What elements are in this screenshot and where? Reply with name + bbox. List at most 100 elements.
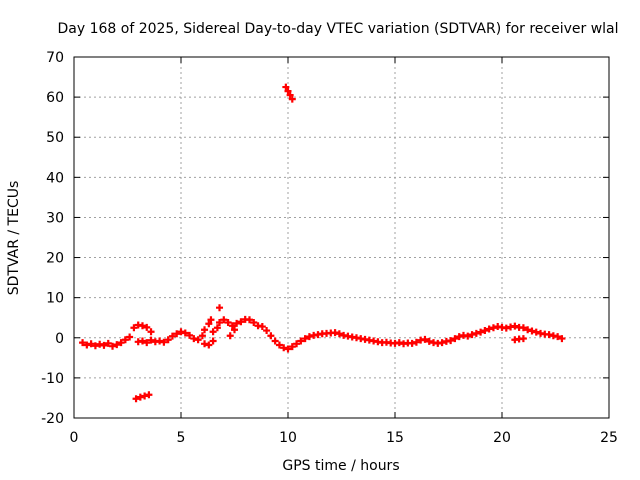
- data-point: [502, 324, 510, 332]
- data-point: [91, 342, 99, 350]
- data-point: [288, 95, 296, 103]
- data-point: [130, 324, 138, 332]
- data-point: [545, 331, 553, 339]
- data-point: [335, 330, 343, 338]
- x-tick-label: 15: [386, 430, 404, 446]
- data-point: [143, 339, 151, 347]
- y-tick-label: 0: [55, 331, 64, 347]
- data-point: [198, 332, 206, 340]
- data-point: [216, 304, 224, 312]
- data-point: [147, 336, 155, 344]
- data-point: [489, 324, 497, 332]
- data-point: [113, 341, 121, 349]
- data-point: [147, 328, 155, 336]
- data-point: [558, 335, 566, 343]
- data-point: [109, 342, 117, 350]
- data-point: [233, 319, 241, 327]
- data-point: [280, 344, 288, 352]
- data-point: [511, 322, 519, 330]
- y-tick-label: 20: [46, 251, 64, 267]
- data-point: [173, 330, 181, 338]
- data-point: [271, 337, 279, 345]
- data-point: [87, 340, 95, 348]
- data-point: [282, 83, 290, 91]
- y-tick-label: 60: [46, 90, 64, 106]
- data-point: [258, 323, 266, 331]
- data-point: [250, 319, 258, 327]
- data-point: [160, 338, 168, 346]
- data-point: [207, 316, 215, 324]
- data-point: [216, 319, 224, 327]
- data-point: [275, 341, 283, 349]
- data-point: [528, 327, 536, 335]
- data-point: [186, 331, 194, 339]
- data-point: [145, 391, 153, 399]
- data-point: [284, 87, 292, 95]
- data-point: [226, 332, 234, 340]
- data-point: [132, 395, 140, 403]
- data-point: [464, 332, 472, 340]
- data-point: [168, 332, 176, 340]
- data-point: [224, 319, 232, 327]
- y-tick-label: 10: [46, 291, 64, 307]
- data-point: [177, 328, 185, 336]
- data-point: [554, 333, 562, 341]
- data-point: [201, 340, 209, 348]
- data-point: [524, 326, 532, 334]
- data-point: [451, 335, 459, 343]
- x-tick-label: 20: [493, 430, 511, 446]
- data-point: [468, 331, 476, 339]
- data-point: [284, 345, 292, 353]
- data-point: [331, 329, 339, 337]
- data-point: [138, 322, 146, 330]
- data-point: [181, 329, 189, 337]
- x-tick-label: 25: [600, 430, 618, 446]
- data-point: [205, 320, 213, 328]
- data-point: [164, 336, 172, 344]
- data-point: [288, 343, 296, 351]
- tick-labels: 0 5 10 15 20 25 -20 -10 0 10 20 30 40 50 60 70: [41, 50, 618, 446]
- data-point: [209, 328, 217, 336]
- ticks: [73, 56, 610, 419]
- data-point: [421, 335, 429, 343]
- data-point: [408, 339, 416, 347]
- data-point: [412, 338, 420, 346]
- data-point: [190, 335, 198, 343]
- data-point: [455, 333, 463, 341]
- data-point: [209, 337, 217, 345]
- data-point: [104, 339, 112, 347]
- x-tick-label: 0: [70, 430, 79, 446]
- data-point: [83, 341, 91, 349]
- data-point: [447, 337, 455, 345]
- data-point: [286, 91, 294, 99]
- y-tick-label: 40: [46, 170, 64, 186]
- data-points: [79, 83, 566, 403]
- data-point: [395, 339, 403, 347]
- y-tick-label: 70: [46, 50, 64, 66]
- data-point: [138, 337, 146, 345]
- plot-frame: [73, 56, 610, 419]
- data-point: [438, 339, 446, 347]
- data-point: [532, 328, 540, 336]
- data-point: [213, 324, 221, 332]
- y-tick-label: -20: [41, 411, 64, 427]
- data-point: [100, 341, 108, 349]
- data-point: [201, 326, 209, 334]
- data-point: [519, 335, 527, 343]
- data-point: [121, 336, 129, 344]
- x-tick-label: 10: [279, 430, 297, 446]
- y-axis-label: SDTVAR / TECUs: [6, 181, 22, 296]
- data-point: [126, 333, 134, 341]
- data-point: [425, 337, 433, 345]
- data-point: [472, 329, 480, 337]
- data-point: [237, 318, 245, 326]
- data-point: [267, 332, 275, 340]
- data-point: [228, 322, 236, 330]
- data-point: [477, 328, 485, 336]
- y-tick-label: -10: [41, 371, 64, 387]
- data-point: [297, 337, 305, 345]
- data-point: [143, 323, 151, 331]
- data-point: [156, 337, 164, 345]
- x-tick-label: 5: [177, 430, 186, 446]
